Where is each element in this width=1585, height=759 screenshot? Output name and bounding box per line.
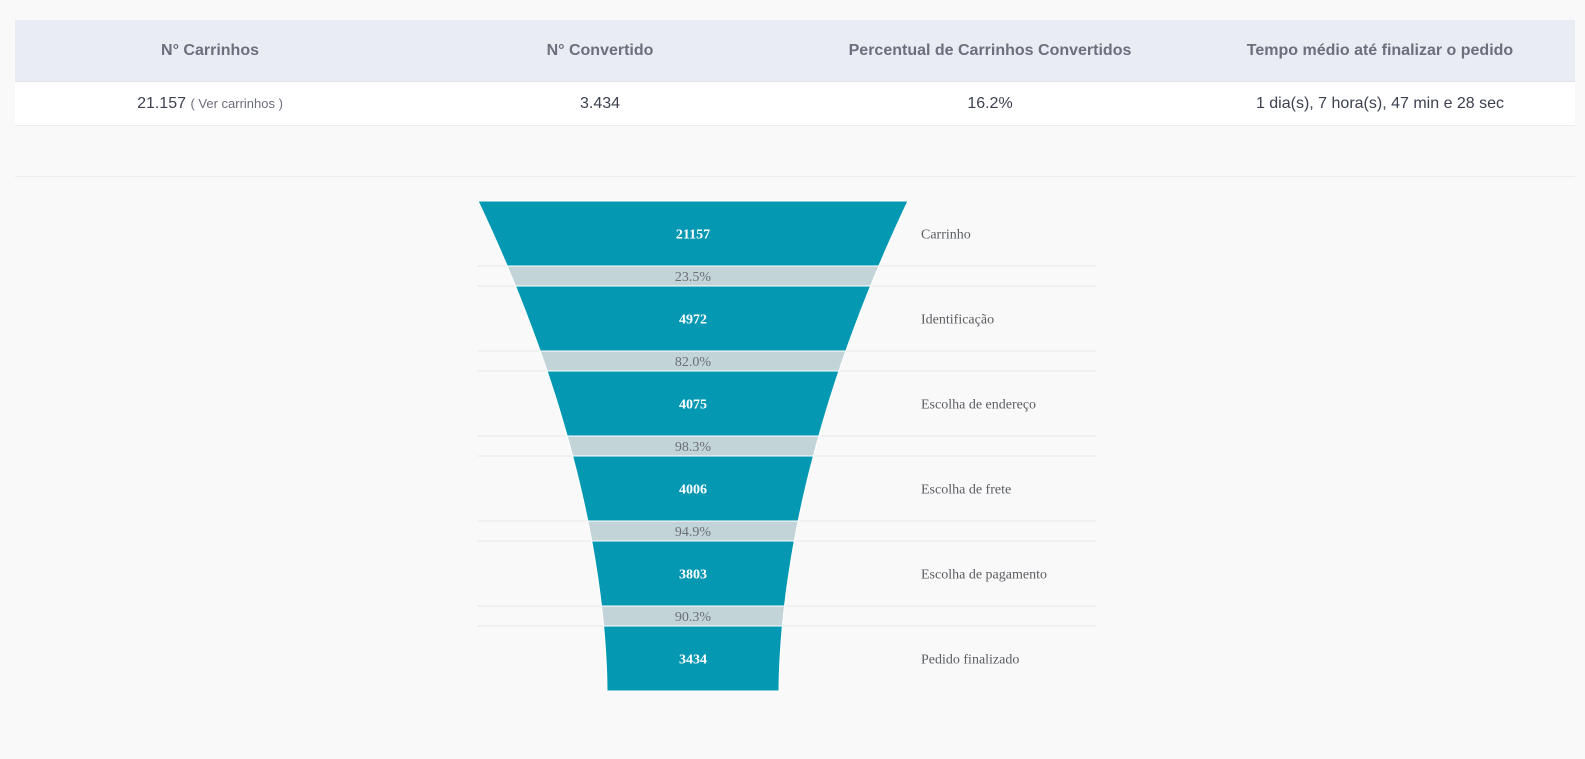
funnel-stage-value: 3803 — [679, 568, 707, 583]
funnel-stage-label: Escolha de pagamento — [921, 568, 1047, 583]
avg-time-value: 1 dia(s), 7 hora(s), 47 min e 28 sec — [1185, 81, 1575, 126]
funnel-stage-label: Carrinho — [921, 228, 971, 243]
converted-value: 3.434 — [405, 81, 795, 126]
funnel-stage-label: Pedido finalizado — [921, 653, 1019, 668]
funnel-stage-value: 3434 — [679, 653, 707, 668]
funnel-stage-5 — [603, 625, 783, 692]
header-carts: N° Carrinhos — [15, 20, 405, 82]
section-divider — [15, 176, 1575, 177]
converted-percent-value: 16.2% — [795, 81, 1185, 126]
funnel-conversion-rate: 90.3% — [675, 610, 712, 625]
funnel-conversion-rate: 98.3% — [675, 440, 712, 455]
funnel-stage-value: 21157 — [676, 228, 710, 243]
header-converted: N° Convertido — [405, 20, 795, 82]
header-converted-percent: Percentual de Carrinhos Convertidos — [795, 20, 1185, 82]
funnel-stage-value: 4972 — [679, 313, 707, 328]
carts-value: 21.157 — [137, 94, 186, 112]
summary-table: N° Carrinhos N° Convertido Percentual de… — [15, 20, 1575, 126]
funnel-stage-label: Escolha de endereço — [921, 398, 1036, 413]
funnel-stage-label: Identificação — [921, 313, 994, 328]
funnel-stage-label: Escolha de frete — [921, 483, 1011, 498]
funnel-conversion-rate: 82.0% — [675, 355, 712, 370]
summary-value-row: 21.157 ( Ver carrinhos ) 3.434 16.2% 1 d… — [15, 81, 1575, 126]
view-carts-link[interactable]: ( Ver carrinhos ) — [190, 95, 283, 111]
carts-cell: 21.157 ( Ver carrinhos ) — [15, 81, 405, 126]
summary-header-row: N° Carrinhos N° Convertido Percentual de… — [15, 20, 1575, 82]
funnel-conversion-rate: 23.5% — [675, 270, 712, 285]
funnel-stage-value: 4075 — [679, 398, 707, 413]
funnel-conversion-rate: 94.9% — [675, 525, 712, 540]
funnel-stage-value: 4006 — [679, 483, 707, 498]
header-avg-time: Tempo médio até finalizar o pedido — [1185, 20, 1575, 82]
